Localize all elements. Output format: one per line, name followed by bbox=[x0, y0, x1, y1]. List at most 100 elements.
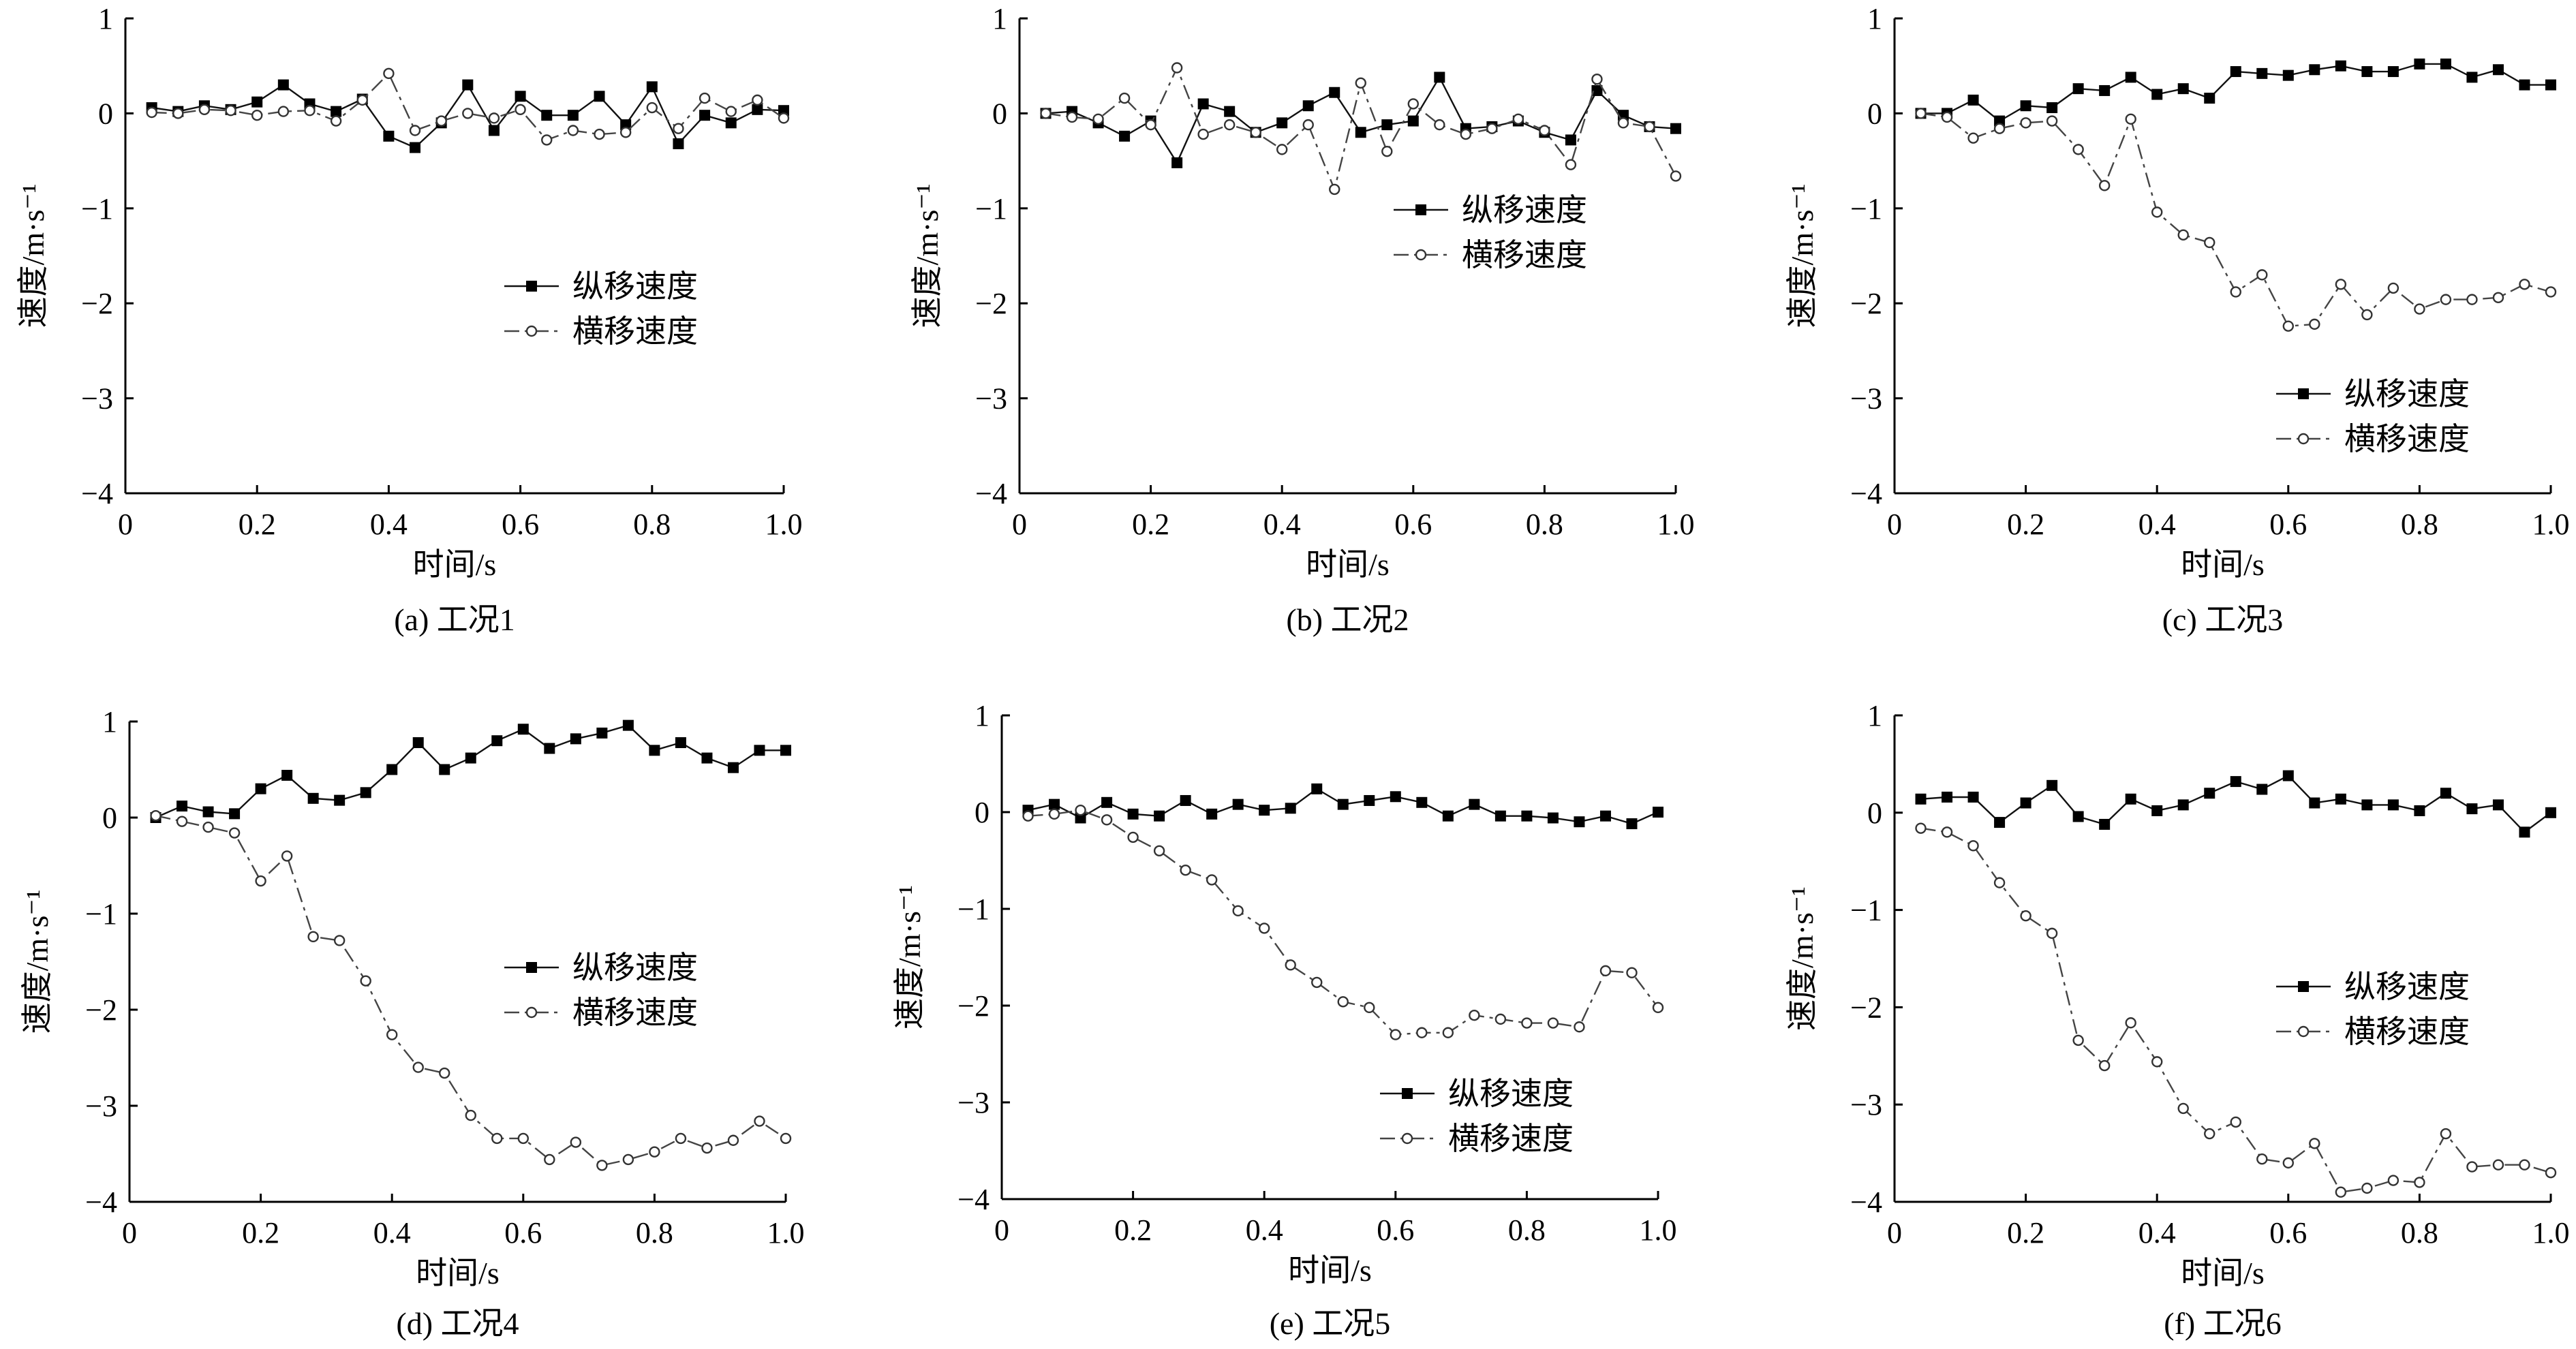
x-axis-title: 时间/s bbox=[413, 547, 497, 582]
data-point-square bbox=[570, 733, 581, 745]
data-point-circle bbox=[1547, 1017, 1559, 1029]
x-tick-label: 0 bbox=[1887, 1216, 1902, 1250]
y-tick-label: 0 bbox=[975, 796, 990, 829]
data-point-circle bbox=[1626, 967, 1638, 978]
data-point-circle bbox=[225, 105, 236, 117]
data-point-square bbox=[277, 79, 289, 91]
series-lateral bbox=[146, 67, 790, 146]
legend-label: 纵移速度 bbox=[2344, 970, 2470, 1004]
x-tick-label: 1.0 bbox=[765, 508, 803, 541]
data-point-square bbox=[2387, 799, 2399, 811]
data-point-circle bbox=[2151, 206, 2163, 218]
data-point-square bbox=[1329, 87, 1340, 98]
legend-label: 横移速度 bbox=[1462, 238, 1587, 273]
y-tick-label: 0 bbox=[98, 97, 113, 130]
y-tick-label: −1 bbox=[957, 893, 990, 926]
data-point-circle bbox=[2282, 320, 2295, 332]
x-tick-label: 0.4 bbox=[373, 1216, 411, 1250]
data-point-circle bbox=[1101, 814, 1113, 826]
data-point-square bbox=[2519, 826, 2530, 838]
data-point-circle bbox=[1915, 822, 1927, 834]
data-point-circle bbox=[2072, 1034, 2084, 1046]
data-point-square bbox=[281, 769, 293, 781]
data-point-circle bbox=[1460, 128, 1472, 140]
legend-marker-circle bbox=[1415, 249, 1427, 261]
legend-label: 纵移速度 bbox=[2344, 377, 2470, 412]
data-point-circle bbox=[1329, 183, 1340, 196]
data-point-square bbox=[2020, 797, 2031, 809]
data-point-square bbox=[567, 110, 579, 121]
x-tick-label: 1.0 bbox=[2532, 508, 2570, 541]
data-point-circle bbox=[1574, 1021, 1585, 1033]
x-tick-label: 0 bbox=[994, 1213, 1009, 1247]
data-point-circle bbox=[251, 109, 263, 121]
y-tick-label: −3 bbox=[85, 1089, 117, 1123]
data-point-square bbox=[1521, 810, 1533, 822]
data-point-square bbox=[1337, 798, 1349, 810]
data-point-circle bbox=[307, 931, 319, 943]
data-point-square bbox=[622, 719, 634, 731]
data-point-circle bbox=[409, 125, 421, 136]
data-point-square bbox=[2519, 79, 2530, 91]
data-point-circle bbox=[1022, 810, 1034, 822]
x-tick-label: 0.2 bbox=[1132, 508, 1169, 541]
data-point-circle bbox=[172, 108, 184, 119]
data-point-circle bbox=[146, 106, 157, 119]
data-point-circle bbox=[725, 106, 737, 117]
data-point-square bbox=[331, 106, 342, 117]
data-point-circle bbox=[304, 105, 316, 117]
data-point-square bbox=[2545, 79, 2556, 91]
x-tick-label: 0.6 bbox=[502, 508, 539, 541]
data-point-circle bbox=[435, 115, 447, 127]
data-point-square bbox=[544, 743, 555, 754]
data-point-circle bbox=[2256, 1153, 2268, 1165]
data-point-square bbox=[1547, 812, 1559, 824]
data-point-square bbox=[439, 764, 450, 775]
data-point-square bbox=[1127, 808, 1139, 820]
data-point-square bbox=[646, 81, 658, 93]
y-tick-label: 0 bbox=[1867, 796, 1882, 830]
data-point-square bbox=[2256, 784, 2268, 795]
data-point-square bbox=[675, 737, 686, 749]
data-point-square bbox=[1416, 796, 1428, 808]
y-tick-label: −3 bbox=[1850, 382, 1882, 416]
data-point-circle bbox=[1066, 111, 1078, 123]
data-point-circle bbox=[1355, 77, 1366, 89]
data-point-square bbox=[699, 110, 711, 121]
data-point-circle bbox=[465, 1109, 476, 1121]
data-point-square bbox=[1049, 798, 1060, 810]
data-point-circle bbox=[1364, 1002, 1375, 1014]
legend-label: 横移速度 bbox=[572, 314, 698, 349]
data-point-circle bbox=[2414, 303, 2425, 315]
data-point-square bbox=[1407, 115, 1419, 127]
data-point-circle bbox=[1381, 145, 1393, 157]
data-point-square bbox=[2361, 799, 2373, 811]
y-tick-label: 0 bbox=[992, 97, 1007, 130]
legend-marker-circle bbox=[1401, 1132, 1413, 1145]
data-point-square bbox=[2440, 58, 2451, 69]
data-point-circle bbox=[1197, 128, 1209, 140]
data-point-square bbox=[2204, 93, 2215, 104]
data-point-square bbox=[673, 138, 684, 150]
data-point-circle bbox=[330, 115, 342, 127]
data-point-circle bbox=[2519, 279, 2530, 290]
x-axis-title: 时间/s bbox=[2181, 1256, 2265, 1290]
data-point-circle bbox=[2519, 1159, 2530, 1170]
data-point-circle bbox=[356, 94, 368, 106]
data-point-circle bbox=[412, 1061, 424, 1073]
panel-caption: (f) 工况6 bbox=[2164, 1306, 2281, 1341]
data-point-circle bbox=[2440, 294, 2452, 305]
x-tick-label: 1.0 bbox=[767, 1216, 805, 1250]
data-point-circle bbox=[1512, 113, 1524, 125]
data-point-circle bbox=[1941, 111, 1953, 123]
data-point-square bbox=[488, 125, 500, 136]
x-tick-label: 0.8 bbox=[633, 508, 671, 541]
data-point-circle bbox=[2440, 1128, 2452, 1140]
x-tick-label: 0.8 bbox=[2401, 508, 2438, 541]
y-tick-label: −4 bbox=[81, 477, 113, 510]
y-tick-label: −4 bbox=[1850, 1185, 1882, 1219]
data-point-circle bbox=[567, 125, 579, 136]
data-point-circle bbox=[1617, 117, 1629, 129]
